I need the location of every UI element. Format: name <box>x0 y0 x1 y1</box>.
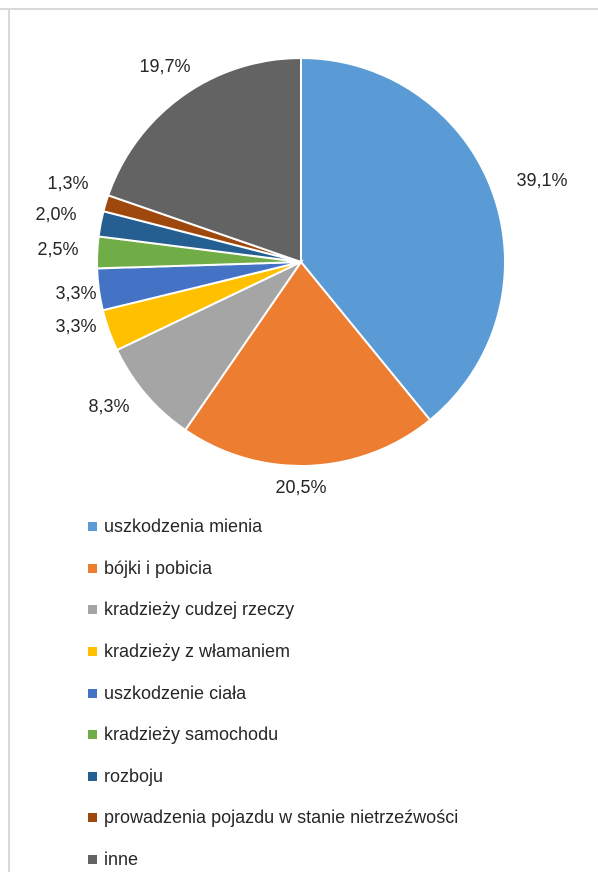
pie-slice-9 <box>106 56 302 264</box>
legend-swatch <box>88 688 97 698</box>
data-label-2: 20,5% <box>275 477 326 497</box>
legend-item-6: kradzieży samochodu <box>88 714 458 756</box>
legend-label: rozboju <box>104 765 164 786</box>
legend-item-7: rozboju <box>88 756 458 798</box>
chart-legend: uszkodzenia mienia bójki i pobicia kradzie… <box>88 506 458 880</box>
legend-item-5: uszkodzenie ciała <box>88 672 458 714</box>
data-label-4: 3,3% <box>55 316 96 336</box>
legend-label: kradzieży cudzej rzeczy <box>104 599 295 620</box>
pie-slice-1 <box>300 56 506 422</box>
frame-top-border <box>0 8 598 10</box>
data-label-6: 2,5% <box>37 239 78 259</box>
data-label-3: 8,3% <box>88 396 129 416</box>
data-label-9: 19,7% <box>139 56 190 76</box>
legend-swatch <box>88 730 97 740</box>
pie-slice-3 <box>115 259 304 432</box>
legend-item-4: kradzieży z włamaniem <box>88 631 458 673</box>
legend-item-3: kradzieży cudzej rzeczy <box>88 589 458 631</box>
legend-swatch <box>88 855 97 865</box>
legend-item-8: prowadzenia pojazdu w stanie nietrzeźwoś… <box>88 797 458 839</box>
legend-label: bójki i pobicia <box>104 557 213 578</box>
data-label-1: 39,1% <box>516 170 567 190</box>
legend-swatch <box>88 605 97 615</box>
data-label-7: 2,0% <box>35 204 76 224</box>
legend-label: uszkodzenie ciała <box>104 682 247 703</box>
legend-swatch <box>88 813 97 823</box>
legend-label: prowadzenia pojazdu w stanie nietrzeźwoś… <box>104 807 459 828</box>
legend-label: kradzieży samochodu <box>104 724 279 745</box>
pie-data-labels: 39,1% 20,5% 8,3% 3,3% 3,3% 2,5% 2,0% 1,3% 19,7% <box>35 56 567 497</box>
data-label-8: 1,3% <box>47 173 88 193</box>
legend-item-2: bójki i pobicia <box>88 548 458 590</box>
legend-swatch <box>88 563 97 573</box>
legend-swatch <box>88 647 97 657</box>
data-label-5: 3,3% <box>55 283 96 303</box>
frame-left-border <box>8 8 10 872</box>
legend-item-9: inne <box>88 839 458 880</box>
legend-label: kradzieży z włamaniem <box>104 641 291 662</box>
legend-label: uszkodzenia mienia <box>104 516 263 537</box>
legend-item-1: uszkodzenia mienia <box>88 506 458 548</box>
legend-swatch <box>88 522 97 532</box>
pie-slices <box>96 56 506 467</box>
pie-slice-2 <box>183 260 432 467</box>
legend-label: inne <box>104 849 139 870</box>
legend-swatch <box>88 771 97 781</box>
